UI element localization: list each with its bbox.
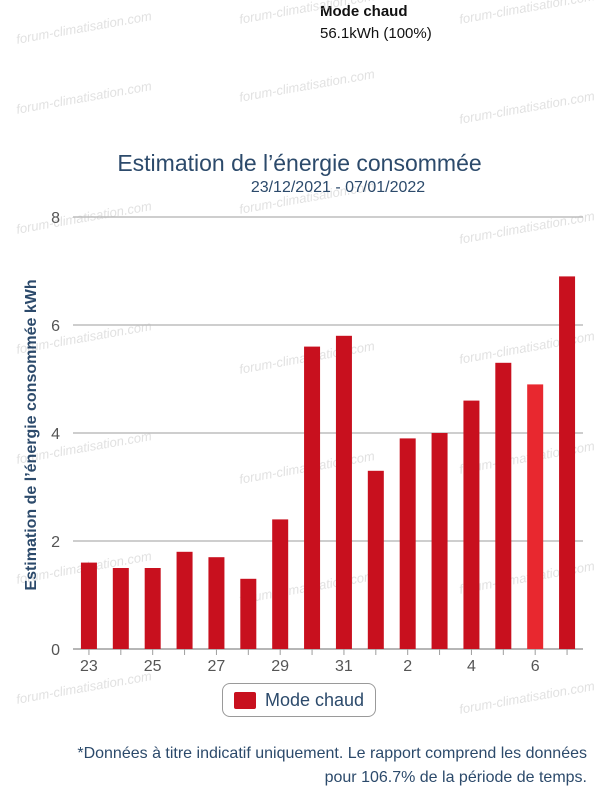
footnote-line-2: pour 106.7% de la période de temps. — [324, 769, 587, 786]
bar — [176, 551, 193, 649]
footnote-line-1: *Données à titre indicatif uniquement. L… — [77, 745, 587, 762]
bar — [80, 562, 97, 649]
x-tick-label: 31 — [335, 658, 353, 675]
bar — [559, 276, 576, 649]
y-axis-title: Estimation de l’énergie consommée kWh — [23, 279, 40, 590]
bar — [399, 438, 416, 649]
bar — [431, 433, 448, 649]
bar — [527, 384, 544, 649]
chart-subtitle: 23/12/2021 - 07/01/2022 — [250, 179, 426, 196]
bar — [272, 519, 289, 649]
y-tick-label: 0 — [51, 642, 60, 659]
x-tick-label: 6 — [531, 658, 540, 675]
x-tick-label: 2 — [403, 658, 412, 675]
summary-total-value: 56.1kWh (100%) — [320, 25, 432, 42]
legend-swatch — [234, 691, 256, 709]
bar — [335, 335, 352, 649]
x-tick-label: 27 — [208, 658, 226, 675]
y-tick-label: 6 — [51, 318, 60, 335]
chart-title: Estimation de l’énergie consommée — [117, 150, 482, 176]
bar — [495, 362, 512, 649]
legend[interactable]: Mode chaud — [222, 683, 376, 717]
bar — [367, 470, 384, 649]
x-tick-label: 25 — [144, 658, 162, 675]
summary-panel: Mode chaud 56.1kWh (100%) — [320, 2, 432, 44]
y-tick-label: 4 — [51, 426, 60, 443]
x-tick-label: 23 — [80, 658, 98, 675]
bar — [112, 568, 129, 649]
x-tick-label: 29 — [271, 658, 289, 675]
bar — [208, 557, 225, 649]
bar — [144, 568, 161, 649]
footnote: *Données à titre indicatif uniquement. L… — [0, 742, 587, 790]
legend-label: Mode chaud — [265, 689, 365, 710]
y-tick-label: 2 — [51, 534, 60, 551]
y-tick-label: 8 — [51, 210, 60, 227]
x-tick-label: 4 — [467, 658, 476, 675]
bar — [240, 578, 257, 649]
bar — [304, 346, 321, 649]
summary-mode-label: Mode chaud — [320, 3, 408, 20]
bar — [463, 400, 480, 649]
